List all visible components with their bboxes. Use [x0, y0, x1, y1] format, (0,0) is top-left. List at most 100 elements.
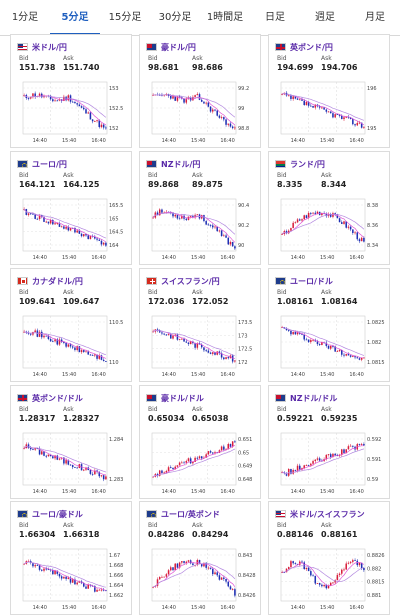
currency-pair-link[interactable]: ユーロ/ドル	[290, 276, 333, 286]
candle-body	[36, 448, 39, 450]
x-tick-label: 16:40	[91, 372, 105, 378]
candlestick-chart[interactable]: 110.5 110 14:40 15:40 16:40	[13, 312, 131, 382]
currency-pair-link[interactable]: ユーロ/豪ドル	[32, 509, 83, 519]
card-header: 英ポンド/円	[275, 41, 333, 53]
candlestick-chart[interactable]: 8.38 8.36 8.34 14:40 15:40 16:40	[271, 195, 389, 265]
candle-body	[167, 570, 170, 575]
tab-7[interactable]: 月足	[365, 12, 385, 23]
bid-label: Bid	[277, 522, 287, 529]
x-tick-label: 16:40	[220, 489, 234, 495]
rate-card[interactable]: ユーロ/円 Bid Ask 164.121 164.125 165.5 165 164.5 16…	[10, 151, 132, 265]
y-tick-label: 173.5	[238, 320, 252, 326]
tab-0[interactable]: 1分足	[11, 12, 39, 23]
candle-body	[212, 452, 214, 454]
candle-body	[76, 467, 78, 469]
rate-card[interactable]: 豪ドル/円 Bid Ask 98.681 98.686 99.2 99 98.8 14:40 15…	[139, 34, 261, 148]
candle-body	[290, 561, 292, 568]
rate-card[interactable]: 米ドル/円 Bid Ask 151.738 151.740 153 152.5 152 14:4…	[10, 34, 132, 148]
candle-body	[89, 235, 92, 240]
card-header: 米ドル/スイスフラン	[275, 508, 365, 520]
currency-pair-link[interactable]: NZドル/円	[161, 159, 201, 169]
tab-1[interactable]: 5分足	[50, 0, 100, 35]
tab-6[interactable]: 週足	[315, 12, 335, 23]
rate-card[interactable]: ランド/円 Bid Ask 8.335 8.344 8.38 8.36 8.34 14:40 15…	[268, 151, 390, 265]
moving-average-line	[152, 212, 236, 235]
x-tick-label: 14:40	[291, 489, 305, 495]
candle-body	[316, 341, 319, 345]
candle-body	[356, 357, 359, 359]
currency-pair-link[interactable]: ユーロ/英ポンド	[161, 509, 220, 519]
currency-pair-link[interactable]: 米ドル/円	[32, 42, 67, 52]
tab-4[interactable]: 1時間足	[206, 12, 244, 23]
bid-label: Bid	[148, 289, 158, 296]
x-tick-label: 16:40	[349, 372, 363, 378]
tab-2[interactable]: 15分足	[108, 12, 142, 23]
plot-frame	[22, 198, 108, 252]
candlestick-chart[interactable]: 153 152.5 152 14:40 15:40 16:40	[13, 78, 131, 148]
rate-card[interactable]: ユーロ/豪ドル Bid Ask 1.66304 1.66318 1.67 1.668 1.66…	[10, 501, 132, 615]
rate-card[interactable]: 豪ドル/ドル Bid Ask 0.65034 0.65038 0.651 0.65 0.649…	[139, 385, 261, 499]
currency-pair-link[interactable]: 米ドル/スイスフラン	[290, 509, 365, 519]
candle-body	[203, 215, 205, 222]
candle-body	[76, 346, 78, 351]
rate-card[interactable]: ユーロ/ドル Bid Ask 1.08161 1.08164 1.0825 1.082 1.0…	[268, 268, 390, 382]
candle-body	[163, 212, 165, 214]
candlestick-chart[interactable]: 0.651 0.65 0.649 0.648 14:40 15:40 16:40	[142, 429, 260, 499]
candle-body	[349, 561, 352, 563]
candle-body	[52, 341, 54, 343]
x-tick-label: 16:40	[349, 489, 363, 495]
rate-card[interactable]: スイスフラン/円 Bid Ask 172.036 172.052 173.5 173 172.…	[139, 268, 261, 382]
candlestick-chart[interactable]: 196 195 14:40 15:40 16:40	[271, 78, 389, 148]
candlestick-chart[interactable]: 90.4 90.2 90 14:40 15:40 16:40	[142, 195, 260, 265]
candle-body	[34, 330, 36, 333]
rate-card[interactable]: 米ドル/スイスフラン Bid Ask 0.88146 0.88161 0.8826 0.88…	[268, 501, 390, 615]
candle-body	[47, 335, 50, 340]
currency-pair-link[interactable]: 英ポンド/円	[290, 42, 333, 52]
candlestick-chart[interactable]: 99.2 99 98.8 14:40 15:40 16:40	[142, 78, 260, 148]
flag-icon	[275, 510, 286, 518]
candle-body	[63, 96, 65, 101]
currency-pair-link[interactable]: 英ポンド/ドル	[32, 393, 83, 403]
candle-body	[71, 101, 74, 103]
bid-label: Bid	[277, 406, 287, 413]
candle-body	[299, 465, 301, 470]
currency-pair-link[interactable]: ユーロ/円	[32, 159, 67, 169]
currency-pair-link[interactable]: 豪ドル/ドル	[161, 393, 204, 403]
bid-value: 1.66304	[19, 530, 56, 539]
candle-body	[185, 561, 188, 563]
candlestick-chart[interactable]: 0.592 0.591 0.59 14:40 15:40 16:40	[271, 429, 389, 499]
candlestick-chart[interactable]: 0.843 0.8428 0.8426 14:40 15:40 16:40	[142, 545, 260, 615]
rate-card[interactable]: 英ポンド/ドル Bid Ask 1.28317 1.28327 1.284 1.283 14:…	[10, 385, 132, 499]
candlestick-chart[interactable]: 1.284 1.283 14:40 15:40 16:40	[13, 429, 131, 499]
candlestick-chart[interactable]: 173.5 173 172.5 172 14:40 15:40 16:40	[142, 312, 260, 382]
rate-card[interactable]: 英ポンド/円 Bid Ask 194.699 194.706 196 195 14:40 15:…	[268, 34, 390, 148]
candle-body	[334, 580, 336, 583]
y-tick-label: 1.0825	[367, 320, 385, 326]
candlestick-chart[interactable]: 1.67 1.668 1.666 1.664 1.662 14:40 15:40 16:40	[13, 545, 131, 615]
candle-body	[47, 221, 50, 224]
candle-body	[69, 344, 72, 347]
tab-3[interactable]: 30分足	[158, 12, 192, 23]
rate-card[interactable]: カナダドル/円 Bid Ask 109.641 109.647 110.5 110 14:40…	[10, 268, 132, 382]
candle-body	[341, 222, 343, 224]
tab-5[interactable]: 日足	[265, 12, 285, 23]
candle-body	[89, 354, 92, 356]
candlestick-chart[interactable]: 165.5 165 164.5 164 14:40 15:40 16:40	[13, 195, 131, 265]
currency-pair-link[interactable]: 豪ドル/円	[161, 42, 196, 52]
candle-body	[60, 576, 63, 579]
moving-average-line	[282, 561, 365, 586]
candle-body	[192, 563, 194, 566]
bid-value: 89.868	[148, 180, 179, 189]
rate-card[interactable]: NZドル/ドル Bid Ask 0.59221 0.59235 0.592 0.591 0.5…	[268, 385, 390, 499]
currency-pair-link[interactable]: ランド/円	[290, 159, 325, 169]
candlestick-chart[interactable]: 0.8826 0.882 0.8815 0.881 14:40 15:40 16:40	[271, 545, 389, 615]
candle-body	[71, 579, 74, 583]
candlestick-chart[interactable]: 1.0825 1.082 1.0815 14:40 15:40 16:40	[271, 312, 389, 382]
rate-card[interactable]: ユーロ/英ポンド Bid Ask 0.84286 0.84294 0.843 0.8428 0…	[139, 501, 261, 615]
candle-body	[96, 589, 98, 592]
candle-body	[80, 233, 83, 237]
currency-pair-link[interactable]: NZドル/ドル	[290, 393, 338, 403]
currency-pair-link[interactable]: スイスフラン/円	[161, 276, 220, 286]
rate-card[interactable]: NZドル/円 Bid Ask 89.868 89.875 90.4 90.2 90 14:40 1…	[139, 151, 261, 265]
currency-pair-link[interactable]: カナダドル/円	[32, 276, 83, 286]
